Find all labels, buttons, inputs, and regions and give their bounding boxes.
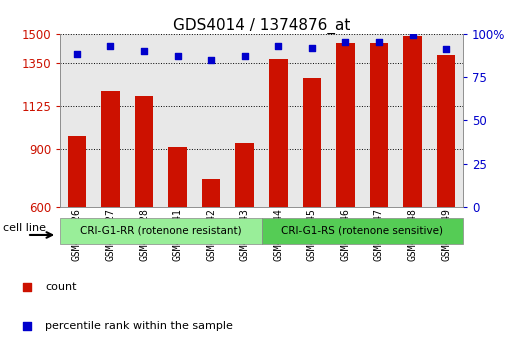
Point bbox=[140, 48, 148, 54]
Text: CRI-G1-RS (rotenone sensitive): CRI-G1-RS (rotenone sensitive) bbox=[281, 226, 443, 236]
Point bbox=[341, 40, 349, 45]
Bar bbox=[202, 179, 220, 207]
Point bbox=[442, 46, 450, 52]
Point bbox=[22, 323, 31, 329]
Title: GDS4014 / 1374876_at: GDS4014 / 1374876_at bbox=[173, 17, 350, 34]
Point bbox=[408, 33, 417, 38]
Bar bbox=[303, 78, 321, 207]
Bar bbox=[135, 96, 153, 207]
Bar bbox=[370, 43, 388, 207]
Point bbox=[22, 284, 31, 290]
Point bbox=[375, 40, 383, 45]
Bar bbox=[235, 143, 254, 207]
Text: percentile rank within the sample: percentile rank within the sample bbox=[45, 321, 233, 331]
Bar bbox=[336, 43, 355, 207]
Text: CRI-G1-RR (rotenone resistant): CRI-G1-RR (rotenone resistant) bbox=[80, 226, 242, 236]
Bar bbox=[262, 218, 463, 244]
Point bbox=[73, 52, 81, 57]
Bar bbox=[168, 147, 187, 207]
Point bbox=[174, 53, 182, 59]
Bar bbox=[60, 218, 262, 244]
Bar bbox=[67, 136, 86, 207]
Bar bbox=[403, 35, 422, 207]
Point bbox=[241, 53, 249, 59]
Text: count: count bbox=[45, 282, 76, 292]
Bar bbox=[269, 59, 288, 207]
Point bbox=[207, 57, 215, 62]
Bar bbox=[437, 55, 456, 207]
Bar bbox=[101, 91, 120, 207]
Point bbox=[274, 43, 282, 48]
Point bbox=[106, 43, 115, 48]
Point bbox=[308, 45, 316, 50]
Text: cell line: cell line bbox=[3, 223, 46, 233]
